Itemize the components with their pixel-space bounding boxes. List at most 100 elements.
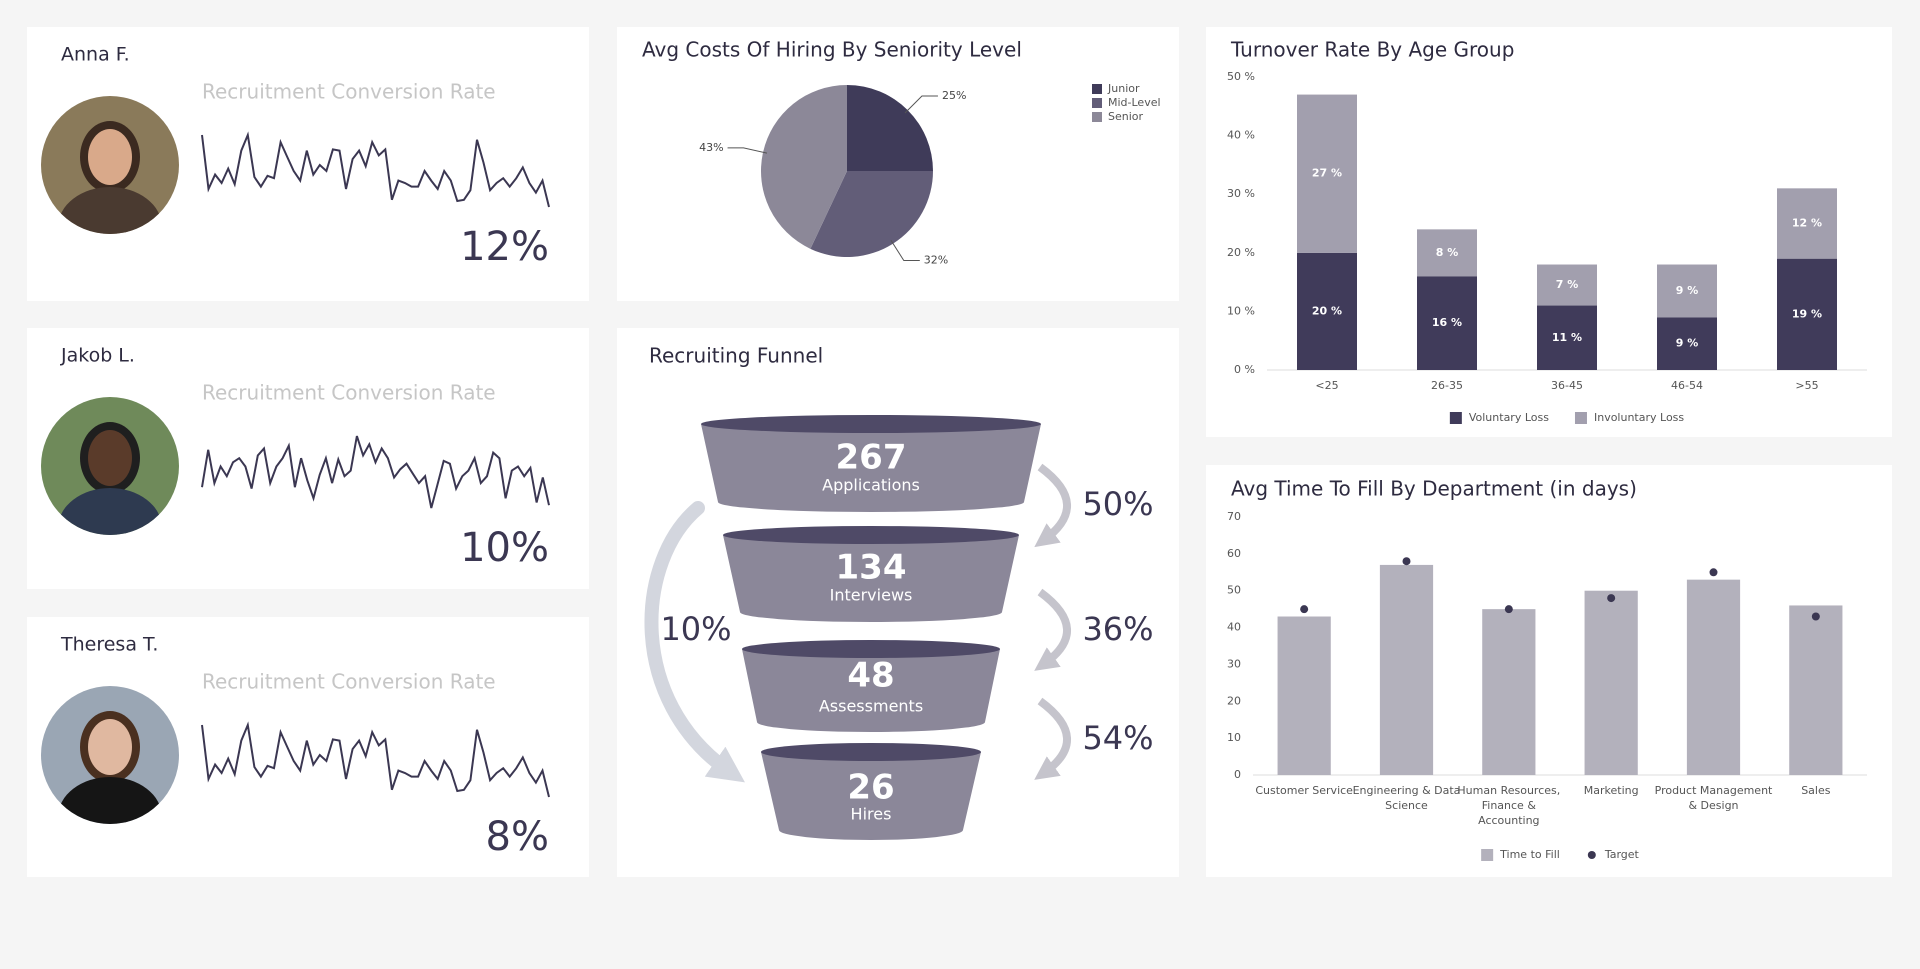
data-label: 25% (942, 89, 966, 102)
x-tick-label: Sales (1801, 784, 1831, 797)
bar (1686, 579, 1741, 775)
stage-count: 134 (836, 548, 907, 588)
y-tick-label: 60 (1227, 547, 1241, 560)
funnel-stage (723, 535, 1019, 622)
chart-title: Avg Costs Of Hiring By Seniority Level (642, 38, 1022, 62)
data-label: 9 % (1676, 284, 1699, 297)
y-tick-label: 70 (1227, 510, 1241, 523)
y-tick-label: 50 (1227, 584, 1241, 597)
legend-label: Voluntary Loss (1469, 411, 1549, 424)
sparkline (201, 435, 550, 509)
stage-label: Applications (822, 476, 920, 495)
photo (41, 96, 179, 234)
y-tick-label: 10 (1227, 731, 1241, 744)
data-label: 32% (924, 253, 948, 266)
target-dot (1402, 557, 1411, 566)
legend-label: Senior (1108, 110, 1144, 123)
target-dot (1504, 605, 1513, 614)
x-tick-label: Marketing (1584, 784, 1639, 797)
legend-marker (1587, 851, 1596, 859)
y-tick-label: 30 % (1227, 187, 1255, 200)
stage-count: 48 (847, 656, 894, 696)
legend: Time to Fill Target (1481, 848, 1640, 861)
y-tick-label: 10 % (1227, 304, 1255, 317)
chart-title: Turnover Rate By Age Group (1230, 38, 1514, 62)
data-label: 11 % (1552, 331, 1582, 344)
stage-label: Assessments (819, 697, 923, 716)
leader-line (727, 147, 768, 154)
bar (1482, 609, 1536, 775)
bar (1789, 605, 1843, 775)
stage-count: 267 (836, 438, 907, 478)
target-dot (1607, 594, 1616, 603)
y-tick-label: 20 (1227, 694, 1241, 707)
y-tick-label: 40 % (1227, 129, 1255, 142)
bar (1584, 590, 1638, 775)
y-tick-label: 20 % (1227, 246, 1255, 259)
legend-marker (1449, 412, 1462, 424)
bar (1537, 305, 1597, 370)
bar (1417, 276, 1477, 370)
bar (1537, 264, 1597, 306)
data-label: 7 % (1556, 278, 1579, 291)
x-tick-label: 26-35 (1431, 379, 1463, 392)
x-tick-label: 46-54 (1671, 379, 1703, 392)
chart-title: Avg Time To Fill By Department (in days) (1231, 477, 1637, 501)
photo (41, 686, 179, 824)
x-tick-label: Engineering & Data Science (1353, 784, 1461, 812)
conversion-rate: 54% (1082, 719, 1153, 757)
funnel-stage (761, 752, 981, 840)
legend-marker (1481, 849, 1494, 861)
x-tick-label: Product Management & Design (1655, 784, 1773, 812)
data-label: 16 % (1432, 316, 1462, 329)
rate: 10% (460, 525, 549, 571)
conversion-arrow (1034, 588, 1071, 671)
data-label: 27 % (1312, 167, 1342, 180)
data-label: 8 % (1436, 246, 1459, 259)
legend-label: Target (1604, 848, 1640, 861)
x-tick-label: Human Resources, Finance & Accounting (1457, 784, 1560, 827)
leader-line (890, 239, 920, 261)
data-label: 20 % (1312, 304, 1342, 317)
data-label: 43% (699, 141, 723, 154)
person-name: Anna F. (61, 44, 130, 66)
legend-marker (1574, 412, 1587, 424)
conversion-rate: 36% (1082, 610, 1153, 648)
bar (1657, 317, 1717, 370)
legend-label: Involuntary Loss (1594, 411, 1684, 424)
overall-arrow (644, 501, 745, 783)
legend-label: Time to Fill (1499, 848, 1560, 861)
y-tick-label: 40 (1227, 621, 1241, 634)
person-name: Jakob L. (60, 345, 135, 367)
pie-slice (761, 85, 847, 249)
funnel-stage (701, 424, 1041, 512)
stage-label: Hires (851, 805, 892, 824)
funnel-title: Recruiting Funnel (649, 344, 823, 368)
bar (1379, 564, 1434, 775)
data-label: 9 % (1676, 337, 1699, 350)
shoulders (58, 187, 162, 234)
legend-label: Mid-Level (1108, 96, 1161, 109)
conversion-arrow (1034, 697, 1071, 780)
funnel-stage-top (761, 743, 981, 761)
y-tick-label: 50 % (1227, 70, 1255, 83)
x-tick-label: Customer Service (1255, 784, 1353, 797)
legend-marker (1092, 84, 1102, 94)
funnel-stage-top (742, 640, 1000, 658)
legend: Voluntary Loss Involuntary Loss (1449, 411, 1684, 424)
photo (41, 397, 179, 535)
pie-slice (847, 85, 933, 171)
funnel-stage-top (723, 526, 1019, 544)
rate: 12% (460, 224, 549, 270)
y-tick-label: 30 (1227, 657, 1241, 670)
bar (1297, 252, 1357, 370)
person-name: Theresa T. (60, 634, 158, 656)
legend-label: Junior (1107, 82, 1140, 95)
legend-marker (1092, 98, 1102, 108)
bar (1777, 188, 1837, 259)
pie-slice (810, 171, 933, 257)
bar (1417, 229, 1477, 277)
bar (1657, 264, 1717, 318)
sparkline (201, 131, 550, 208)
